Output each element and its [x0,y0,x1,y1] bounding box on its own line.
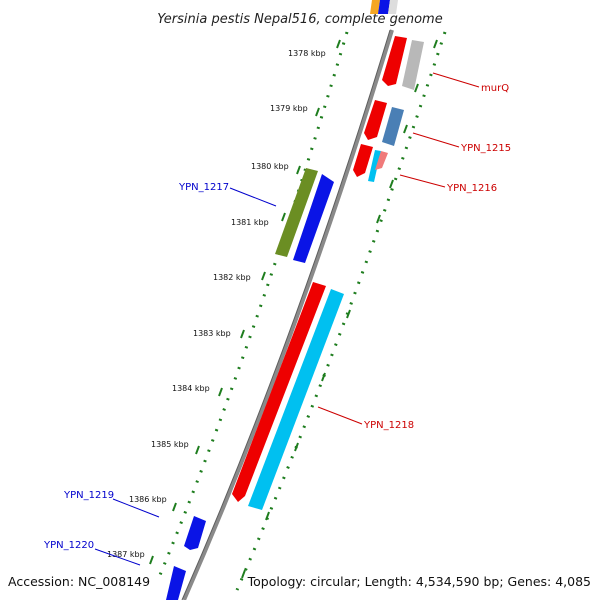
genome-backbone-edge [181,29,391,600]
tick-label-1382: 1382 kbp [213,273,251,282]
gene-label-YPN_1217[interactable]: YPN_1217 [178,182,229,193]
gene-label-murQ[interactable]: murQ [481,83,509,94]
kbp-tick-labels: 1378 kbp 1379 kbp 1380 kbp 1381 kbp 1382… [107,49,326,559]
gene-arrow-red-3[interactable] [353,144,373,177]
tick-label-1387: 1387 kbp [107,550,145,559]
tick-label-1378: 1378 kbp [288,49,326,58]
gene-arrow-olive[interactable] [275,168,318,257]
gene-label-YPN_1215[interactable]: YPN_1215 [460,143,511,154]
gene-arrow-cyan-small[interactable] [368,150,381,182]
tick-label-1381: 1381 kbp [231,218,269,227]
tick-label-1380: 1380 kbp [251,162,289,171]
tick-label-1384: 1384 kbp [172,384,210,393]
partial-feature-blue-top [378,0,390,14]
gene-arrow-murQ[interactable] [402,40,424,90]
reverse-tick-marks [241,39,438,579]
gene-arrow-YPN_1218[interactable] [248,289,344,510]
accession-text: Accession: NC_008149 [8,574,150,589]
gene-label-YPN_1216[interactable]: YPN_1216 [446,183,497,194]
forward-tick-marks [149,39,341,565]
partial-feature-orange [370,0,380,14]
gene-arrow-red-long[interactable] [232,282,326,502]
gene-block-YPN_1215[interactable] [364,100,404,146]
genome-backbone [182,29,394,600]
gene-arrow-YPN_1219[interactable] [184,516,206,550]
gene-arrow-YPN_1220[interactable] [166,566,186,600]
label-connectors [94,72,480,566]
gene-arrow-YPN_1217[interactable] [293,174,334,263]
tick-label-1386: 1386 kbp [129,495,167,504]
map-title: Yersinia pestis Nepal516, complete genom… [157,12,442,27]
tick-label-1379: 1379 kbp [270,104,308,113]
reverse-dotted-track [235,31,447,591]
gene-block-YPN_1216[interactable] [353,144,388,182]
gene-label-YPN_1219[interactable]: YPN_1219 [63,490,114,501]
gene-block-YPN_1218[interactable] [232,282,344,510]
gene-block-murQ[interactable] [382,36,424,90]
gene-label-YPN_1220[interactable]: YPN_1220 [43,540,94,551]
tick-label-1383: 1383 kbp [193,329,231,338]
gene-arrow-YPN_1215[interactable] [382,107,404,146]
gene-arrow-YPN_1216[interactable] [375,151,388,170]
gene-arrow-red-2[interactable] [364,100,387,140]
gene-arrow-red-1[interactable] [382,36,407,86]
tick-label-1385: 1385 kbp [151,440,189,449]
gene-block-YPN_1217[interactable] [275,168,334,263]
topology-text: Topology: circular; Length: 4,534,590 bp… [247,574,591,589]
gene-label-YPN_1218[interactable]: YPN_1218 [363,420,414,431]
partial-feature-white [388,0,398,14]
